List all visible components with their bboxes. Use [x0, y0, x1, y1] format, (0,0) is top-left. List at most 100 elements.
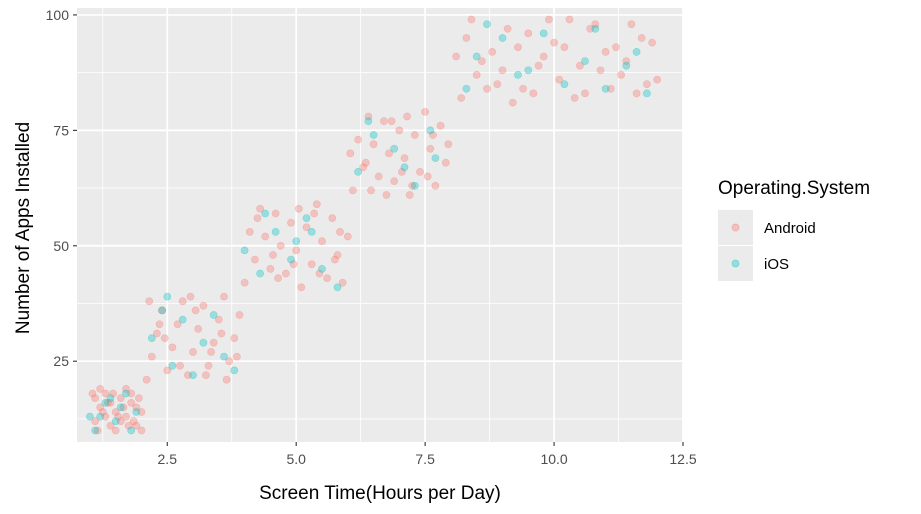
- data-point-ios: [271, 227, 280, 236]
- data-point-android: [253, 214, 262, 222]
- data-point-android: [137, 426, 146, 435]
- data-point-ios: [431, 154, 440, 162]
- data-point-android: [207, 348, 215, 356]
- data-point-android: [617, 71, 625, 79]
- data-point-android: [410, 131, 419, 139]
- data-point-android: [338, 278, 347, 287]
- data-point-android: [222, 375, 231, 384]
- data-point-android: [98, 408, 107, 416]
- data-point-ios: [498, 34, 507, 42]
- data-point-ios: [622, 61, 631, 70]
- data-point-android: [158, 306, 166, 315]
- data-point-android: [217, 329, 226, 338]
- data-point-android: [191, 306, 200, 315]
- data-point-android: [452, 52, 460, 61]
- data-point-android: [323, 274, 331, 282]
- data-point-android: [220, 292, 228, 301]
- data-point-android: [189, 348, 197, 356]
- data-point-ios: [410, 181, 419, 190]
- data-point-android: [408, 181, 417, 190]
- data-point-android: [550, 38, 558, 47]
- data-point-android: [387, 117, 396, 125]
- data-point-android: [612, 43, 620, 52]
- data-point-android: [122, 384, 130, 393]
- data-point-android: [119, 403, 128, 412]
- data-point-android: [416, 167, 424, 176]
- data-point-android: [493, 80, 502, 89]
- data-point-android: [524, 29, 533, 38]
- legend-key-android: [731, 223, 740, 232]
- data-point-android: [529, 89, 538, 98]
- data-point-ios: [86, 412, 94, 421]
- data-point-ios: [292, 237, 301, 246]
- data-point-android: [289, 260, 298, 269]
- data-point-ios: [307, 227, 316, 236]
- data-point-android: [312, 200, 321, 209]
- data-point-android: [374, 172, 383, 181]
- data-point-android: [457, 94, 466, 102]
- data-point-ios: [147, 334, 156, 342]
- data-point-android: [336, 227, 344, 236]
- data-point-android: [271, 209, 280, 218]
- data-point-android: [261, 232, 270, 241]
- y-tick-label: 25: [53, 353, 69, 369]
- data-point-android: [601, 48, 610, 56]
- axis-ticks: [73, 14, 684, 446]
- data-point-ios: [106, 394, 115, 402]
- x-axis-title: Screen Time(Hours per Day): [259, 483, 501, 504]
- data-point-ios: [354, 167, 362, 176]
- data-point-android: [281, 269, 290, 278]
- data-point-android: [354, 135, 362, 144]
- data-point-android: [302, 223, 311, 232]
- data-point-android: [122, 412, 130, 421]
- data-point-ios: [514, 71, 522, 79]
- data-point-android: [498, 66, 507, 75]
- data-point-android: [346, 149, 355, 158]
- data-point-android: [294, 204, 303, 213]
- data-point-android: [403, 112, 411, 121]
- data-point-android: [137, 408, 146, 416]
- data-point-android: [472, 71, 481, 79]
- legend-label-ios: iOS: [764, 256, 789, 273]
- data-point-android: [307, 260, 316, 269]
- data-points: [86, 15, 662, 435]
- data-point-android: [534, 61, 543, 70]
- data-point-android: [116, 394, 125, 402]
- data-point-android: [201, 371, 210, 379]
- data-point-android: [606, 84, 615, 93]
- data-point-android: [209, 338, 218, 347]
- data-point-android: [214, 315, 223, 324]
- data-point-android: [333, 251, 342, 259]
- data-point-android: [576, 61, 584, 70]
- data-point-android: [132, 421, 141, 430]
- data-point-ios: [287, 255, 295, 264]
- data-point-android: [106, 421, 115, 430]
- data-point-ios: [364, 117, 373, 125]
- data-point-android: [250, 255, 259, 264]
- data-point-android: [405, 191, 414, 199]
- data-point-android: [235, 311, 244, 319]
- data-point-android: [328, 214, 337, 222]
- data-point-android: [129, 417, 138, 426]
- data-point-android: [152, 329, 161, 338]
- data-point-ios: [240, 246, 249, 255]
- data-point-android: [343, 232, 352, 241]
- data-point-ios: [302, 214, 311, 222]
- x-tick-label: 5.0: [286, 451, 306, 467]
- legend-key-bg-ios: [718, 246, 753, 281]
- data-point-android: [467, 15, 476, 24]
- data-point-android: [379, 117, 388, 125]
- data-point-android: [400, 154, 409, 162]
- data-point-android: [385, 149, 393, 158]
- x-tick-label: 10.0: [540, 451, 567, 467]
- data-point-android: [622, 57, 631, 65]
- data-point-android: [488, 48, 497, 56]
- data-point-android: [269, 251, 277, 259]
- data-point-android: [395, 126, 404, 135]
- tick-labels: 2.5 5.0 7.5 10.0 12.5 25 50 75 100: [46, 7, 697, 467]
- data-point-android: [369, 140, 378, 149]
- data-point-ios: [643, 89, 651, 98]
- data-point-ios: [122, 389, 130, 398]
- data-point-ios: [220, 352, 228, 361]
